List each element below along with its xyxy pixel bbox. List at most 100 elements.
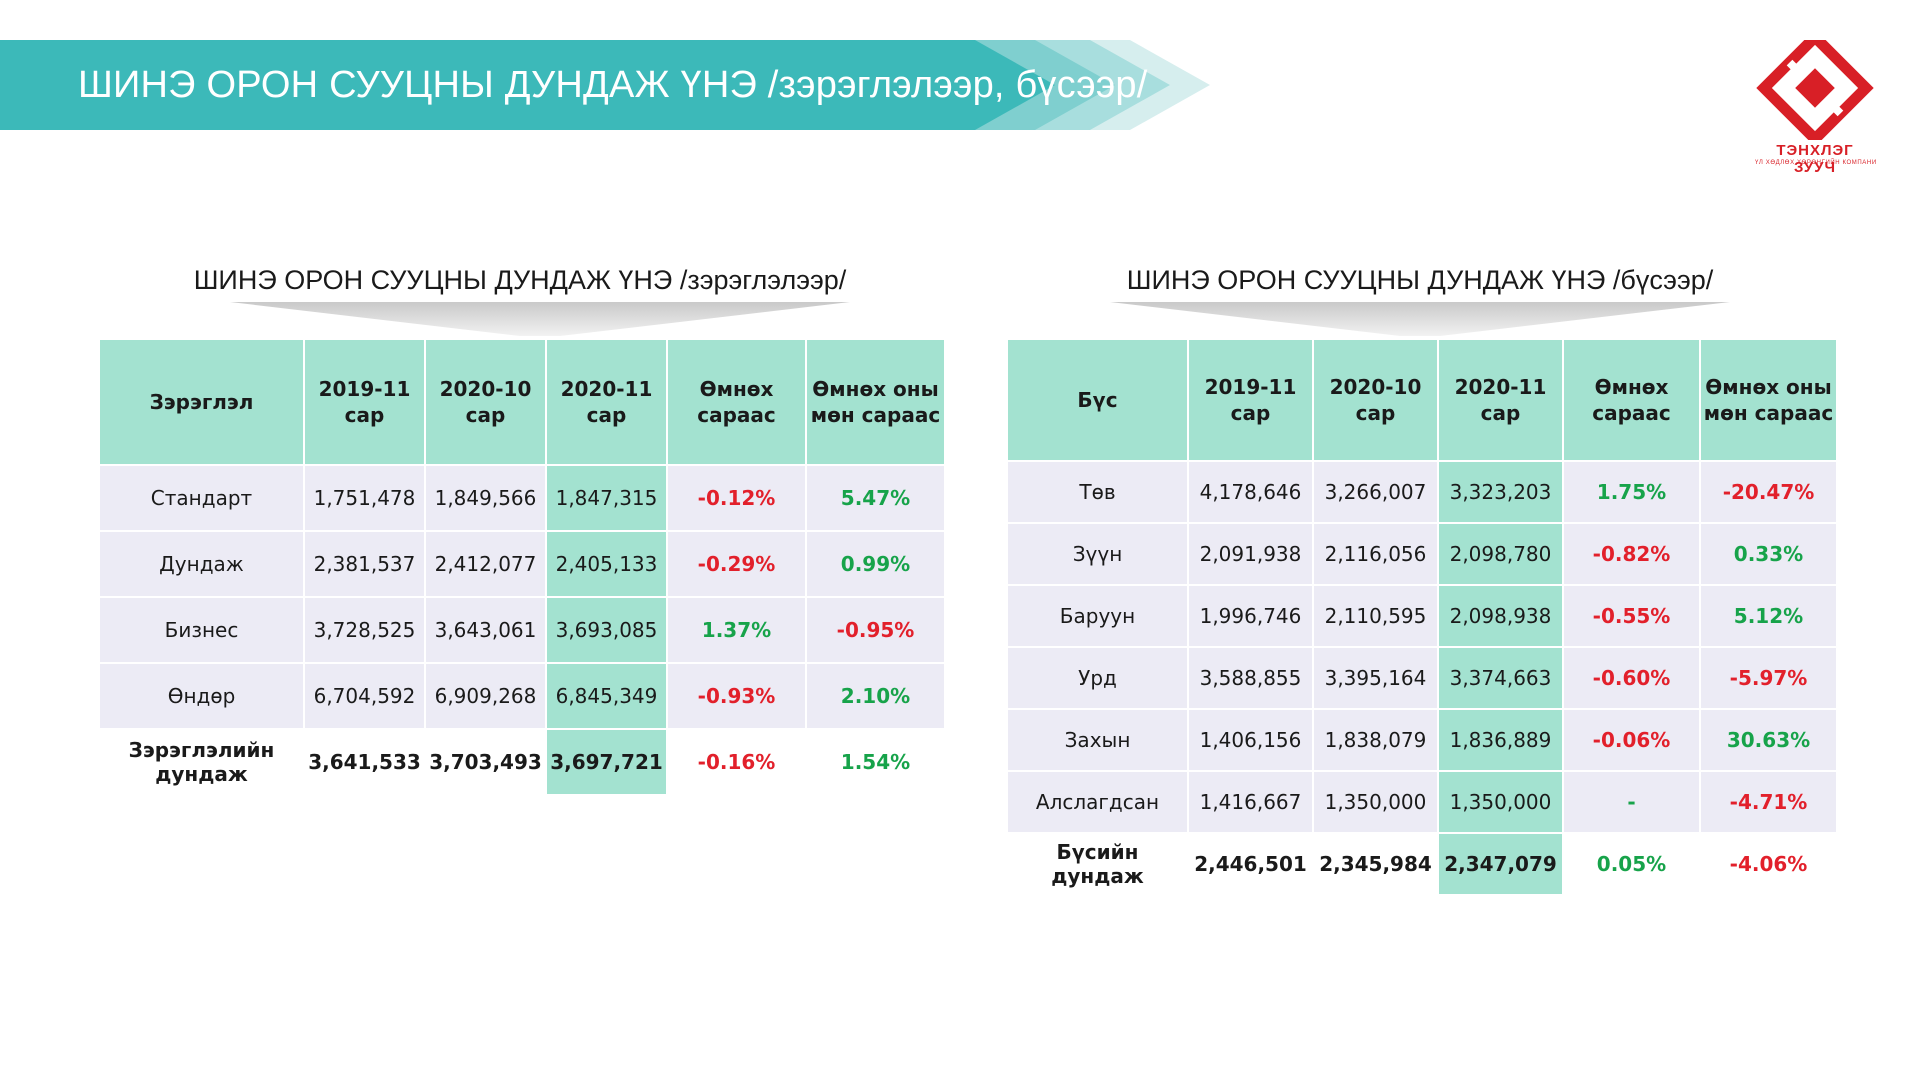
row-label: Бүсийн дундаж: [1006, 832, 1189, 896]
cell-2020-10: 1,350,000: [1312, 770, 1439, 834]
column-header: 2020-10 сар: [1312, 338, 1439, 462]
cell-2019-11: 2,091,938: [1187, 522, 1314, 586]
column-header: Бүс: [1006, 338, 1189, 462]
row-label: Өндөр: [98, 662, 305, 730]
column-header: Өмнөх сараас: [1562, 338, 1701, 462]
logo-diamond-icon: [1756, 29, 1874, 147]
table-row: Зүүн 2,091,938 2,116,056 2,098,780 -0.82…: [1006, 522, 1838, 586]
table-total-row: Зэрэглэлийн дундаж 3,641,533 3,703,493 3…: [98, 728, 946, 796]
page-title: ШИНЭ ОРОН СУУЦНЫ ДУНДАЖ ҮНЭ /зэрэглэлээр…: [78, 64, 1148, 106]
table-row: Өндөр 6,704,592 6,909,268 6,845,349 -0.9…: [98, 662, 946, 730]
cell-mom-change: -: [1562, 770, 1701, 834]
header-banner: [0, 40, 1210, 130]
company-logo: ТЭНХЛЭГ ЗУУЧ ҮЛ ХӨДЛӨХ ХӨРӨНГИЙН КОМПАНИ: [1755, 29, 1877, 176]
table-row: Урд 3,588,855 3,395,164 3,374,663 -0.60%…: [1006, 646, 1838, 710]
cell-2020-10: 3,703,493: [424, 728, 547, 796]
table-row: Дундаж 2,381,537 2,412,077 2,405,133 -0.…: [98, 530, 946, 598]
logo-subtitle: ҮЛ ХӨДЛӨХ ХӨРӨНГИЙН КОМПАНИ: [1755, 160, 1877, 166]
cell-2019-11: 1,751,478: [303, 464, 426, 532]
column-header: Зэрэглэл: [98, 338, 305, 466]
cell-2020-11: 1,350,000: [1437, 770, 1564, 834]
cell-mom-change: -0.55%: [1562, 584, 1701, 648]
table-row: Стандарт 1,751,478 1,849,566 1,847,315 -…: [98, 464, 946, 532]
cell-mom-change: -0.93%: [666, 662, 807, 730]
column-header: 2019-11 сар: [1187, 338, 1314, 462]
cell-mom-change: 1.37%: [666, 596, 807, 664]
cell-yoy-change: 30.63%: [1699, 708, 1838, 772]
cell-yoy-change: 0.33%: [1699, 522, 1838, 586]
cell-2020-10: 3,395,164: [1312, 646, 1439, 710]
column-header: 2020-11 сар: [1437, 338, 1564, 462]
cell-2020-11: 2,098,938: [1437, 584, 1564, 648]
column-header: 2020-11 сар: [545, 338, 668, 466]
column-header: Өмнөх оны мөн сараас: [805, 338, 946, 466]
column-header: 2020-10 сар: [424, 338, 547, 466]
table-row: Баруун 1,996,746 2,110,595 2,098,938 -0.…: [1006, 584, 1838, 648]
cell-2020-11: 2,405,133: [545, 530, 668, 598]
banner-arrows: [0, 40, 1210, 130]
cell-2020-11: 1,836,889: [1437, 708, 1564, 772]
table-row: Бизнес 3,728,525 3,643,061 3,693,085 1.3…: [98, 596, 946, 664]
region-title-shadow: [1110, 302, 1730, 336]
row-label: Баруун: [1006, 584, 1189, 648]
cell-2020-11: 2,098,780: [1437, 522, 1564, 586]
cell-mom-change: -0.16%: [666, 728, 807, 796]
cell-mom-change: 1.75%: [1562, 460, 1701, 524]
cell-2019-11: 6,704,592: [303, 662, 426, 730]
row-label: Алслагдсан: [1006, 770, 1189, 834]
logo-name: ТЭНХЛЭГ ЗУУЧ: [1776, 142, 1854, 176]
cell-2019-11: 3,588,855: [1187, 646, 1314, 710]
region-table-title: ШИНЭ ОРОН СУУЦНЫ ДУНДАЖ ҮНЭ /бүсээр/: [1126, 265, 1714, 295]
cell-2020-11: 3,374,663: [1437, 646, 1564, 710]
cell-yoy-change: -0.95%: [805, 596, 946, 664]
table-row: Төв 4,178,646 3,266,007 3,323,203 1.75% …: [1006, 460, 1838, 524]
cell-2020-10: 3,643,061: [424, 596, 547, 664]
cell-mom-change: -0.82%: [1562, 522, 1701, 586]
row-label: Захын: [1006, 708, 1189, 772]
table-header-row: Зэрэглэл 2019-11 сар 2020-10 сар 2020-11…: [98, 338, 946, 466]
column-header: 2019-11 сар: [303, 338, 426, 466]
region-price-table: Бүс 2019-11 сар 2020-10 сар 2020-11 сар …: [1006, 338, 1838, 896]
cell-2019-11: 4,178,646: [1187, 460, 1314, 524]
cell-yoy-change: 1.54%: [805, 728, 946, 796]
row-label: Урд: [1006, 646, 1189, 710]
cell-2020-10: 6,909,268: [424, 662, 547, 730]
cell-2020-10: 1,838,079: [1312, 708, 1439, 772]
cell-2020-10: 3,266,007: [1312, 460, 1439, 524]
cell-yoy-change: -4.71%: [1699, 770, 1838, 834]
cell-2019-11: 3,641,533: [303, 728, 426, 796]
cell-yoy-change: 2.10%: [805, 662, 946, 730]
table-total-row: Бүсийн дундаж 2,446,501 2,345,984 2,347,…: [1006, 832, 1838, 896]
row-label: Дундаж: [98, 530, 305, 598]
cell-mom-change: -0.06%: [1562, 708, 1701, 772]
cell-mom-change: -0.60%: [1562, 646, 1701, 710]
cell-2020-10: 2,110,595: [1312, 584, 1439, 648]
cell-2019-11: 2,381,537: [303, 530, 426, 598]
grade-table-title: ШИНЭ ОРОН СУУЦНЫ ДУНДАЖ ҮНЭ /зэрэглэлээр…: [193, 265, 847, 295]
cell-2019-11: 3,728,525: [303, 596, 426, 664]
row-label: Бизнес: [98, 596, 305, 664]
row-label: Стандарт: [98, 464, 305, 532]
cell-2019-11: 1,406,156: [1187, 708, 1314, 772]
cell-2019-11: 1,416,667: [1187, 770, 1314, 834]
table-header-row: Бүс 2019-11 сар 2020-10 сар 2020-11 сар …: [1006, 338, 1838, 462]
cell-mom-change: -0.29%: [666, 530, 807, 598]
cell-2020-11: 2,347,079: [1437, 832, 1564, 896]
cell-2019-11: 2,446,501: [1187, 832, 1314, 896]
cell-yoy-change: -5.97%: [1699, 646, 1838, 710]
cell-2019-11: 1,996,746: [1187, 584, 1314, 648]
table-row: Алслагдсан 1,416,667 1,350,000 1,350,000…: [1006, 770, 1838, 834]
cell-mom-change: -0.12%: [666, 464, 807, 532]
cell-yoy-change: 5.12%: [1699, 584, 1838, 648]
cell-yoy-change: -4.06%: [1699, 832, 1838, 896]
grade-title-shadow: [230, 302, 850, 336]
column-header: Өмнөх оны мөн сараас: [1699, 338, 1838, 462]
cell-2020-11: 1,847,315: [545, 464, 668, 532]
cell-2020-11: 3,693,085: [545, 596, 668, 664]
cell-yoy-change: -20.47%: [1699, 460, 1838, 524]
row-label: Зэрэглэлийн дундаж: [98, 728, 305, 796]
table-row: Захын 1,406,156 1,838,079 1,836,889 -0.0…: [1006, 708, 1838, 772]
cell-2020-11: 3,697,721: [545, 728, 668, 796]
cell-mom-change: 0.05%: [1562, 832, 1701, 896]
cell-2020-11: 3,323,203: [1437, 460, 1564, 524]
